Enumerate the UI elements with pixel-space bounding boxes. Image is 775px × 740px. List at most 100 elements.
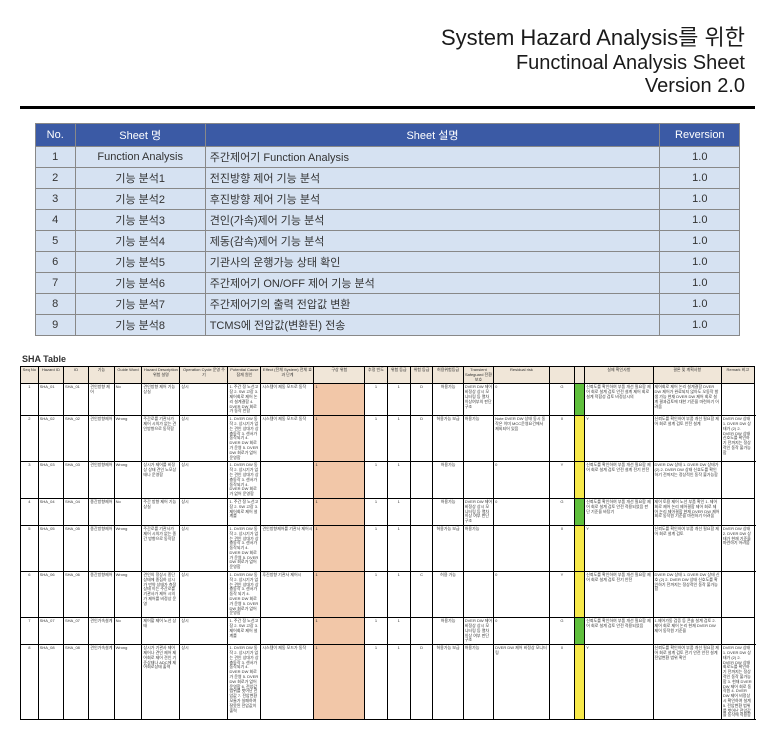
sha-cell: 1: [365, 384, 388, 416]
sha-cell: 1: [387, 498, 410, 525]
sha-cell: Y: [549, 462, 574, 499]
summary-row: 8기능 분석7주간제어기의 출력 전압값 변환1.0: [35, 294, 740, 315]
document-title: System Hazard Analysis를 위한 Functinoal An…: [20, 20, 755, 109]
summary-col-2: Sheet 설명: [205, 124, 660, 147]
summary-cell: 기능 분석5: [75, 252, 205, 273]
sha-cell: DVER DW 상태 1. DVER DW 상태가 (2) 2. DVER DW…: [721, 645, 754, 720]
sha-cell: 허용가능 보급: [433, 525, 463, 571]
title-line-1: System Hazard Analysis를 위한: [30, 20, 745, 52]
summary-cell: 기능 분석1: [75, 168, 205, 189]
sha-col-4: Guide Word: [114, 367, 142, 384]
sha-cell: [410, 618, 433, 645]
sha-cell: Wrong: [114, 462, 142, 499]
summary-cell: 7: [35, 273, 75, 294]
sha-cell: 1: [365, 572, 388, 618]
sha-cell: SHA_03: [38, 462, 63, 499]
sha-cell: 1. 주간 정 노선고장 2. SW 고장 3. 제어회로 제어 설계를: [228, 618, 261, 645]
sha-cell: C: [410, 572, 433, 618]
sha-cell: 1: [21, 384, 39, 416]
sha-cell: [721, 462, 754, 499]
sha-cell: 견인방향제어: [89, 462, 114, 499]
sha-cell: G: [549, 384, 574, 416]
sha-cell: 신뢰도를 확인하여 부품 개선 필요함 제어 회로 설계 검토 전기 안전 안전…: [653, 645, 721, 720]
sha-cell: 종간방향제어: [89, 572, 114, 618]
sha-cell: SHA_02: [38, 416, 63, 462]
sha-row: 3SHA_03SHA_03견인방향제어Wrong상시가 제어를 비정상 상태 견…: [21, 462, 755, 499]
sha-cell: [261, 462, 314, 499]
sha-cell: No: [114, 498, 142, 525]
sha-cell: SHA_04: [38, 498, 63, 525]
sha-cell: D: [410, 416, 433, 462]
sha-cell: Y: [585, 525, 653, 571]
sha-col-19: 결론 및 계획사항: [653, 367, 721, 384]
sha-cell: SHA_07: [64, 618, 89, 645]
title-line-2: Functinoal Analysis Sheet: [30, 52, 745, 75]
sha-col-13: 허용위험등급: [433, 367, 463, 384]
summary-cell: 기능 분석6: [75, 273, 205, 294]
summary-row: 5기능 분석4제동(감속)제어 기능 분석1.0: [35, 231, 740, 252]
sha-cell: 종간방향제어: [89, 498, 114, 525]
sha-cell: 신뢰도를 확인하여 부품 개선 필요함 제어 회로 설계 검토 안전 설계 전기…: [585, 462, 653, 499]
sha-cell: D: [410, 645, 433, 720]
sha-cell: 7: [21, 618, 39, 645]
sha-cell: Wrong: [114, 645, 142, 720]
sha-cell: [575, 384, 585, 416]
sha-col-6: Operation Cycle 운영 주기: [180, 367, 228, 384]
sha-col-9: 구상 위험: [314, 367, 365, 384]
sha-cell: 1. DVER DW 동작 2. 상시기가 없는 견인 상대가 상충동작 3. …: [228, 572, 261, 618]
sha-cell: 1.제어가동 검증 등 콘솔 설계 검토 2. 제어 회로 제어 논리 현재 D…: [653, 618, 721, 645]
sha-cell: DVER DW 상태 2. DVER DW 상태가 현재 기준을 마련하기 어려…: [721, 525, 754, 571]
sha-cell: [575, 645, 585, 720]
sha-cell: 1: [314, 572, 365, 618]
summary-col-0: No.: [35, 124, 75, 147]
sha-cell: 상시가 제어를 비정상 상태 견인 노모상태나 운영함: [142, 462, 180, 499]
summary-cell: 기능 분석2: [75, 189, 205, 210]
sha-cell: 허용가능: [463, 525, 493, 571]
sha-cell: 2: [21, 416, 39, 462]
sha-cell: 제어 토용 제어 노선 부품 확인 1. 제어 회로 제어 논리 제어결함 제어…: [653, 498, 721, 525]
sha-cell: [575, 525, 585, 571]
sha-col-7: Potential Cause 잠재 원인: [228, 367, 261, 384]
sha-cell: [261, 498, 314, 525]
sha-cell: 1: [365, 416, 388, 462]
sha-cell: 상시: [180, 384, 228, 416]
sha-cell: 허용가능: [433, 462, 463, 499]
sha-cell: 허용가능: [433, 384, 463, 416]
sha-col-3: 기능: [89, 367, 114, 384]
sha-cell: [575, 498, 585, 525]
summary-cell: 1.0: [660, 315, 740, 336]
sha-cell: 0: [549, 416, 574, 462]
sha-cell: DVER DW 제어 비정상 상시 모니터링 등 열차 이상 여부 판단구조: [463, 498, 493, 525]
sha-cell: 허용가능 보급: [433, 645, 463, 720]
sha-cell: 상시: [180, 462, 228, 499]
summary-cell: 기능 분석3: [75, 210, 205, 231]
sha-col-0: Seq No: [21, 367, 39, 384]
sha-col-5: Hazard Description 위험 설명: [142, 367, 180, 384]
sha-cell: 주간로를 기관사가 제어 시의가 없는 견인방향으로 동작함: [142, 416, 180, 462]
sha-cell: 1: [387, 416, 410, 462]
sha-col-16: [549, 367, 574, 384]
sha-cell: DVER DW 제어 비정상 모니터링: [494, 645, 550, 720]
sha-cell: 시스템이 제동 모드로 동작: [261, 384, 314, 416]
sha-cell: 1. DVER DW 동작 2. 상시기가 없는 견인 상대가 상충동작 3. …: [228, 416, 261, 462]
summary-cell: 1.0: [660, 210, 740, 231]
sha-cell: 종간방향제어: [89, 525, 114, 571]
sha-cell: 견인방향 제어: [89, 384, 114, 416]
sha-cell: SHA_08: [64, 645, 89, 720]
sha-row: 7SHA_07SHA_07견인가속설계No제어할 제어 노선 상태상시1. 주간…: [21, 618, 755, 645]
sha-col-2: ID: [64, 367, 89, 384]
sha-cell: 1: [365, 462, 388, 499]
sha-cell: SHA_06: [64, 572, 89, 618]
sha-cell: 주간 방향 제어 기능 상실: [142, 498, 180, 525]
sha-cell: Note DVER DW 상태 동시 동작은 이미 MCC운영요건에서 제외되어…: [494, 416, 550, 462]
sha-cell: 견인의 정상시 종단 상태에 종집하 상시가 만약 상태가 측정상태 이는 주간…: [142, 572, 180, 618]
sha-col-18: 실제 확인사항: [585, 367, 653, 384]
sha-cell: 신뢰도를 확인하여 부품 개선 필요함 제어 회로 설계 검토 안전 설계: [653, 416, 721, 462]
sha-cell: DVER DW 제어 비정상 상시 모니터링 등 열차 이상여부의 판단구조: [463, 384, 493, 416]
sha-col-10: 추정 빈도: [365, 367, 388, 384]
sha-cell: SHA_03: [64, 462, 89, 499]
sha-cell: Y: [585, 416, 653, 462]
sha-cell: 1: [387, 572, 410, 618]
sha-cell: 1: [314, 416, 365, 462]
summary-cell: 기능 분석7: [75, 294, 205, 315]
